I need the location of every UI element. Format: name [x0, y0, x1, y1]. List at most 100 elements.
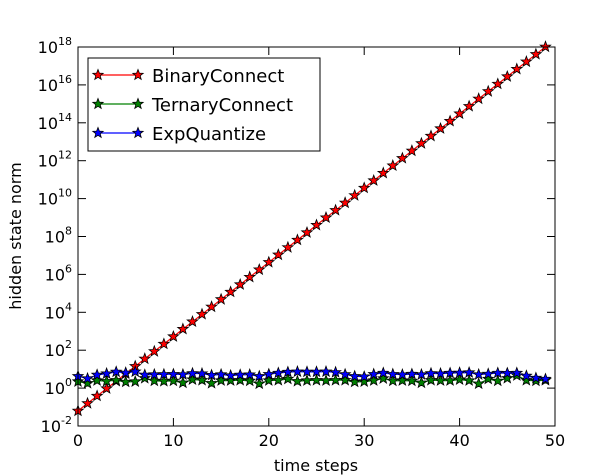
- y-tick-label: 104: [45, 300, 72, 322]
- data-point: [415, 136, 428, 149]
- data-point: [186, 372, 199, 386]
- data-point: [90, 368, 104, 381]
- data-point: [186, 315, 199, 328]
- data-point: [367, 373, 381, 386]
- y-tick-label: 1010: [38, 187, 72, 209]
- data-point: [319, 365, 333, 378]
- y-tick-label: 1014: [38, 111, 72, 133]
- data-point: [472, 367, 486, 380]
- data-point: [281, 240, 295, 253]
- data-point: [310, 373, 323, 386]
- data-point: [443, 114, 457, 127]
- data-point: [119, 375, 132, 388]
- data-point: [167, 374, 180, 387]
- data-point: [357, 181, 371, 194]
- data-point: [272, 366, 285, 379]
- legend-marker: [131, 97, 145, 110]
- data-point: [367, 367, 381, 380]
- data-point: [462, 365, 476, 378]
- y-tick-label: 100: [45, 376, 72, 398]
- data-point: [310, 218, 323, 231]
- legend-marker: [91, 126, 105, 139]
- data-point: [224, 373, 237, 386]
- legend-label: BinaryConnect: [152, 66, 284, 87]
- data-point: [224, 285, 237, 298]
- data-point: [386, 159, 400, 172]
- data-point: [224, 368, 237, 381]
- data-point: [81, 376, 94, 389]
- data-point: [138, 371, 152, 384]
- data-point: [148, 344, 161, 357]
- data-point: [376, 366, 390, 379]
- data-point: [434, 121, 447, 134]
- y-tick-label: 102: [45, 338, 72, 360]
- x-tick-label: 30: [354, 431, 374, 450]
- data-point: [233, 373, 247, 386]
- data-point: [510, 62, 524, 75]
- data-point: [529, 371, 543, 384]
- legend-marker: [91, 68, 105, 81]
- x-axis-label: time steps: [274, 456, 358, 475]
- data-point: [462, 373, 476, 386]
- data-point: [510, 366, 524, 379]
- data-point: [252, 377, 266, 390]
- data-point: [319, 373, 333, 386]
- data-point: [472, 92, 486, 105]
- data-point: [405, 144, 419, 157]
- data-point: [520, 369, 533, 382]
- data-point: [357, 370, 371, 383]
- data-point: [119, 366, 133, 379]
- data-point: [453, 107, 466, 120]
- data-point: [138, 352, 152, 365]
- data-point: [100, 374, 113, 387]
- data-point: [491, 374, 505, 387]
- data-point: [291, 374, 304, 387]
- x-tick-label: 10: [163, 431, 183, 450]
- x-tick-label: 0: [73, 431, 83, 450]
- data-point: [376, 371, 390, 384]
- data-point: [157, 337, 171, 350]
- data-point: [90, 389, 104, 402]
- data-point: [262, 255, 276, 268]
- data-point: [205, 376, 218, 389]
- y-axis-label: hidden state norm: [6, 162, 25, 309]
- data-point: [262, 373, 276, 386]
- data-point: [214, 292, 228, 305]
- y-tick-label: 10-2: [41, 414, 72, 436]
- y-tick-label: 1012: [38, 149, 72, 171]
- data-point: [195, 366, 209, 380]
- data-point: [157, 374, 171, 387]
- data-point: [501, 69, 514, 82]
- data-point: [281, 372, 295, 385]
- data-point: [519, 55, 533, 68]
- data-point: [272, 373, 285, 386]
- data-point: [443, 366, 457, 379]
- data-point: [243, 368, 257, 381]
- data-point: [338, 373, 352, 386]
- data-point: [453, 372, 466, 386]
- data-point: [195, 307, 209, 320]
- data-point: [319, 211, 333, 224]
- data-point: [243, 270, 257, 283]
- data-point: [348, 188, 362, 201]
- data-point: [300, 225, 314, 238]
- data-point: [491, 77, 505, 90]
- data-point: [415, 376, 428, 389]
- data-point: [214, 367, 228, 380]
- legend-marker: [131, 68, 145, 81]
- legend-label: ExpQuantize: [152, 124, 266, 145]
- data-point: [338, 196, 352, 209]
- data-point: [100, 381, 113, 394]
- data-point: [205, 300, 218, 313]
- data-point: [367, 173, 381, 186]
- data-point: [424, 129, 438, 142]
- legend-marker: [91, 97, 105, 110]
- data-point: [443, 373, 457, 386]
- data-point: [252, 263, 266, 276]
- data-point: [109, 373, 123, 386]
- x-tick-label: 50: [545, 431, 565, 450]
- data-point: [376, 166, 390, 179]
- data-point: [348, 369, 361, 382]
- data-point: [434, 366, 447, 380]
- y-tick-label: 1016: [38, 73, 72, 95]
